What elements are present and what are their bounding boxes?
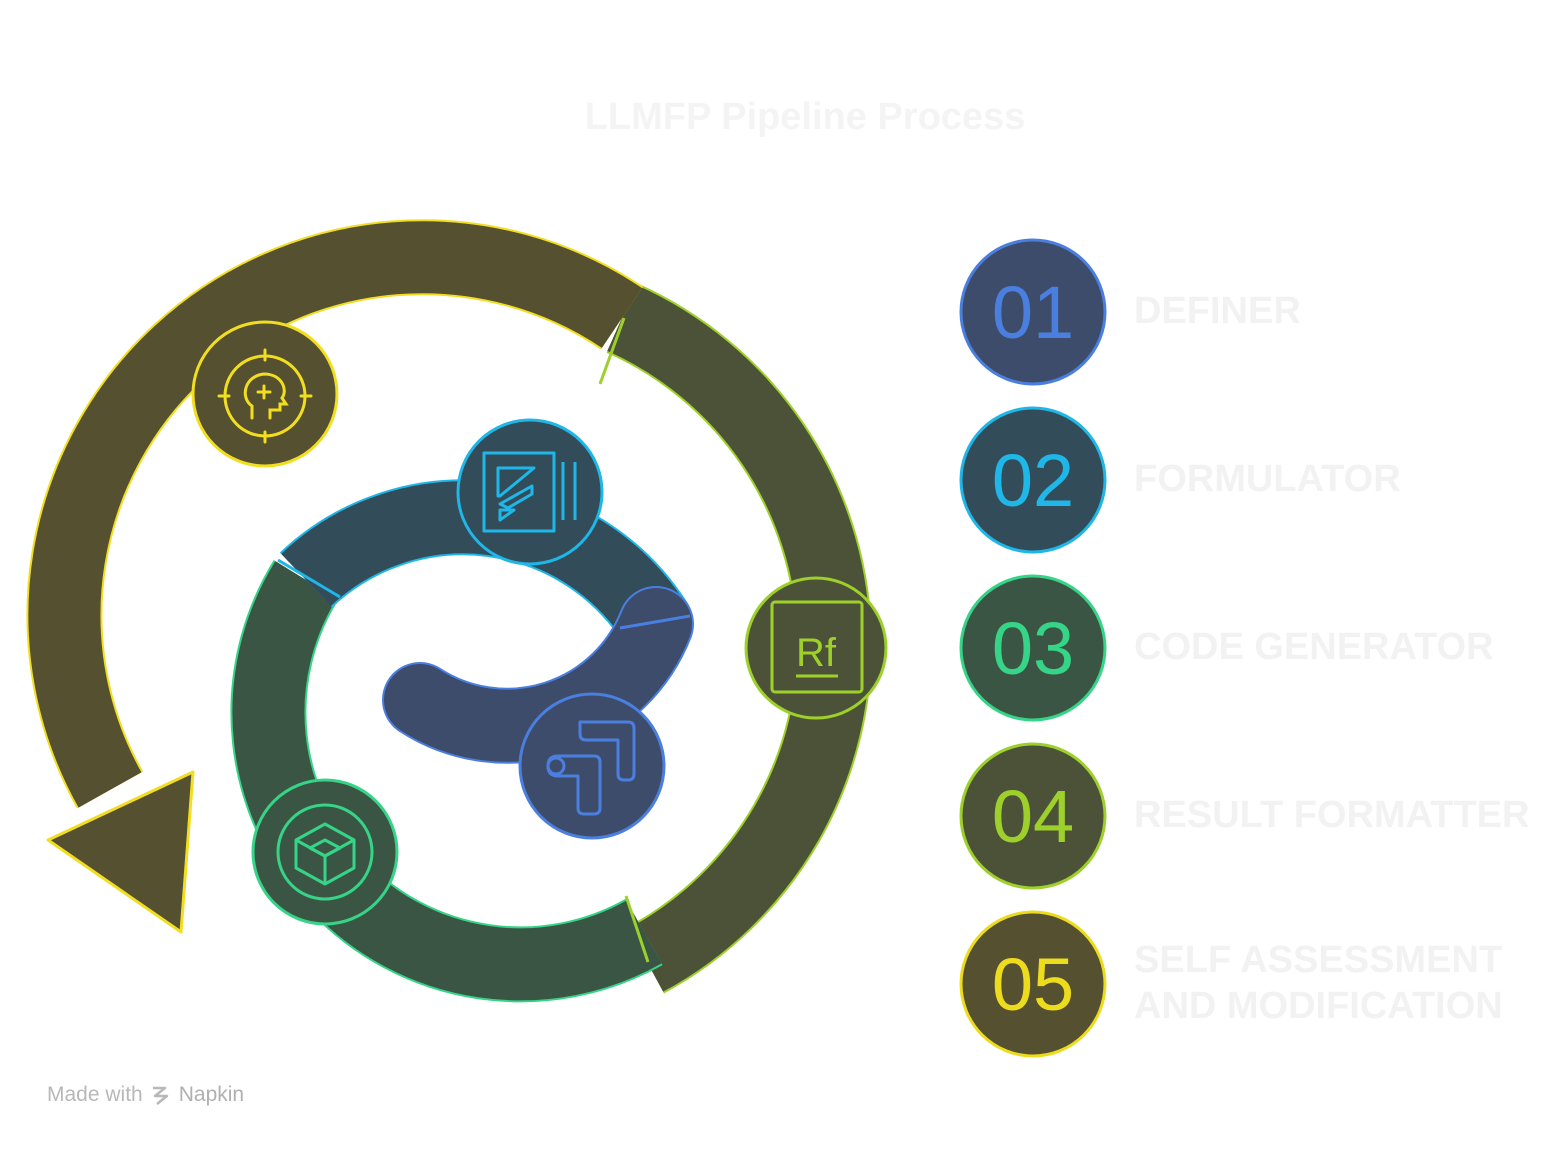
inner-hook-divider (619, 614, 691, 630)
outer-ring-divider (598, 317, 626, 385)
step-label-self-assessment: SELF ASSESSMENT AND MODIFICATION (1134, 937, 1534, 1029)
step-circle-04: 04 (959, 742, 1107, 890)
napkin-logo-icon (152, 1086, 168, 1105)
made-with-napkin-footer: Made with Napkin (47, 1083, 244, 1107)
box-3d-icon (294, 822, 356, 886)
made-with-text: Made with (47, 1083, 143, 1106)
flow-arrows-icon (546, 720, 636, 816)
step-number-02: 02 (992, 439, 1074, 522)
step-circle-03: 03 (959, 574, 1107, 722)
rf-symbol-text: Rf (796, 631, 837, 675)
self-assessment-node (518, 692, 666, 840)
napkin-brand-text: Napkin (178, 1083, 245, 1106)
middle-ring-right-divider (624, 895, 650, 963)
formula-board-icon (482, 451, 577, 533)
step-label-self-assessment-line2: AND MODIFICATION (1134, 985, 1503, 1027)
teal-ring-divider (277, 558, 341, 599)
step-label-formulator: FORMULATOR (1134, 458, 1401, 500)
step-number-05: 05 (992, 943, 1074, 1026)
step-label-code-generator: CODE GENERATOR (1134, 626, 1494, 668)
outer-arrow-fill (28, 221, 643, 808)
step-number-01: 01 (992, 271, 1074, 354)
code-generator-node (251, 778, 399, 926)
step-number-04: 04 (992, 775, 1074, 858)
definer-node (191, 320, 339, 468)
step-number-03: 03 (992, 607, 1074, 690)
step-circle-01: 01 (959, 238, 1107, 386)
result-formatter-node: Rf (744, 576, 888, 720)
step-label-definer: DEFINER (1134, 290, 1301, 332)
step-label-result-formatter: RESULT FORMATTER (1134, 794, 1530, 836)
formulator-node (456, 418, 604, 566)
outer-arrowhead (46, 770, 195, 934)
head-target-icon (217, 348, 313, 444)
step-circle-05: 05 (959, 910, 1107, 1058)
step-circle-02: 02 (959, 406, 1107, 554)
rf-element-icon (770, 600, 864, 694)
page-title: LLMFP Pipeline Process (584, 96, 1026, 138)
step-label-self-assessment-line1: SELF ASSESSMENT (1134, 939, 1503, 981)
